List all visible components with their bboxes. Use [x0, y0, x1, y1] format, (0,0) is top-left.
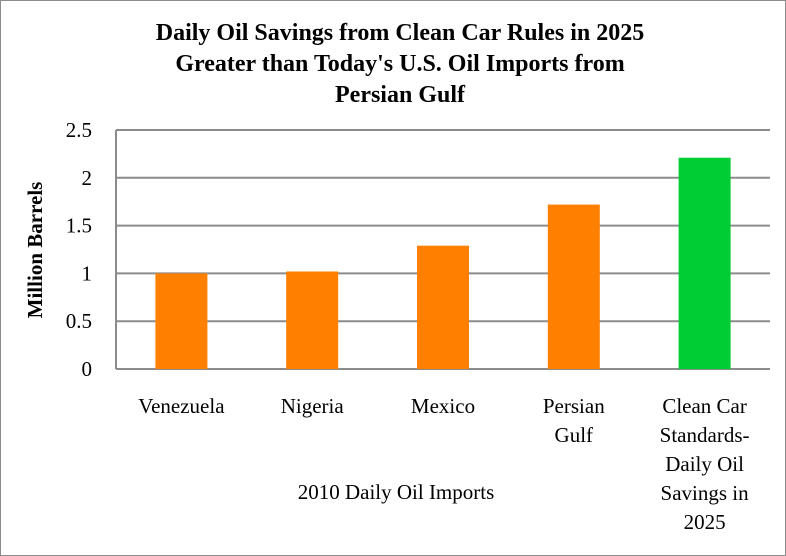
chart-title-line-3: Persian Gulf — [335, 82, 465, 108]
x-axis-label: 2010 Daily Oil Imports — [298, 480, 495, 504]
x-tick-label: 2025 — [684, 510, 726, 534]
y-tick-label: 2 — [82, 166, 93, 190]
y-tick-label: 0.5 — [66, 309, 92, 333]
bar — [678, 157, 731, 369]
bars — [155, 157, 731, 369]
x-tick-label: Persian — [543, 394, 605, 418]
x-tick-label: Mexico — [411, 394, 475, 418]
x-tick-label: Savings in — [661, 481, 750, 505]
bar — [155, 273, 208, 369]
x-tick-label: Nigeria — [281, 394, 345, 418]
chart-title-line-2: Greater than Today's U.S. Oil Imports fr… — [175, 51, 625, 77]
y-tick-label: 0 — [82, 357, 93, 381]
bar — [286, 271, 339, 369]
y-tick-labels: 0 0.5 1 1.5 2 2.5 — [66, 118, 92, 381]
y-tick-label: 2.5 — [66, 118, 92, 142]
bar — [417, 245, 469, 369]
x-tick-label: Clean Car — [662, 394, 747, 418]
x-tick-label: Daily Oil — [665, 452, 744, 476]
y-tick-label: 1.5 — [66, 214, 92, 238]
x-tick-label: Standards- — [660, 423, 750, 447]
bar — [547, 204, 600, 369]
category-labels: Venezuela Nigeria Mexico Persian Gulf Clean C… — [138, 394, 749, 534]
chart-title: Daily Oil Savings from Clean Car Rules i… — [40, 18, 760, 111]
x-tick-label: Venezuela — [138, 394, 225, 418]
x-tick-label: Gulf — [555, 423, 594, 447]
chart-title-line-1: Daily Oil Savings from Clean Car Rules i… — [155, 20, 645, 46]
y-axis-label: Million Barrels — [23, 182, 47, 319]
y-tick-label: 1 — [82, 261, 93, 285]
